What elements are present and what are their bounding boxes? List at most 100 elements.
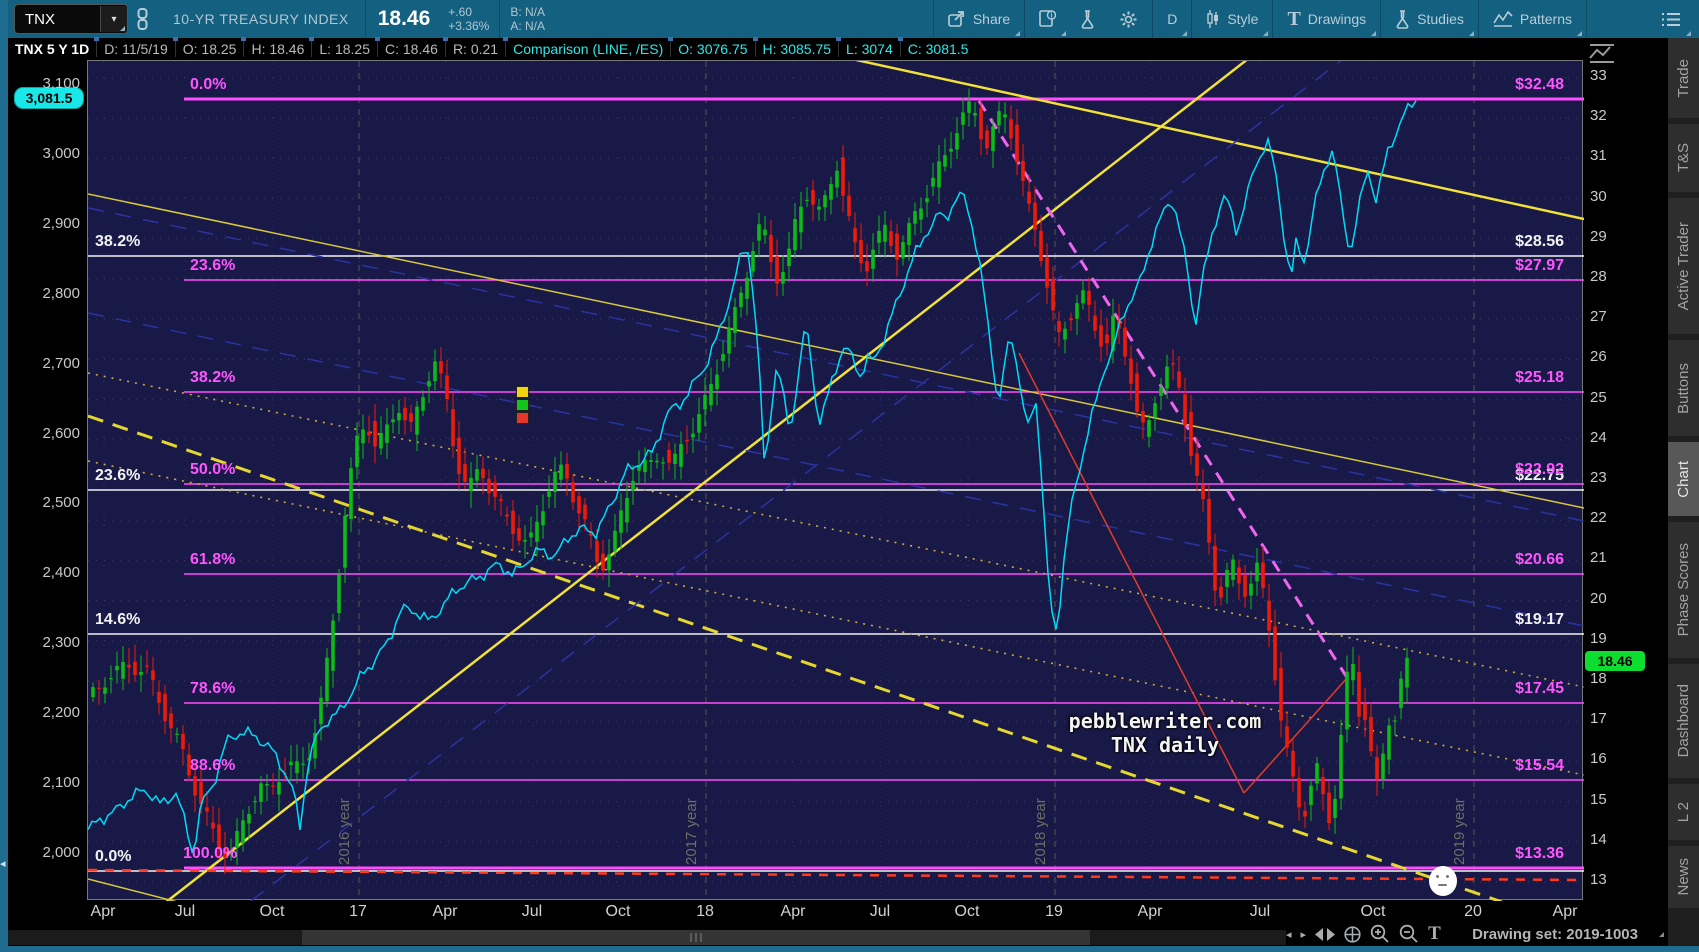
zoom-out-icon[interactable] (1399, 924, 1419, 944)
order-marker[interactable] (516, 386, 529, 398)
candlestick-icon (1207, 10, 1219, 28)
fibonacci-levels[interactable] (88, 97, 1584, 872)
sidebar-tab-phase-scores[interactable]: Phase Scores (1668, 522, 1699, 658)
pan-crosshair-icon[interactable] (1344, 925, 1361, 943)
ohlc-field: H: 18.46 (251, 41, 305, 57)
fib-price-label: $15.54 (1515, 757, 1564, 774)
instrument-description: 10-YR TREASURY INDEX (173, 11, 349, 27)
fib-percent-label: 50.0% (190, 461, 236, 478)
fib-price-label: $25.18 (1515, 369, 1564, 386)
fib-percent-label: 38.2% (190, 369, 236, 386)
comparison-label: Comparison (LINE, /ES) (513, 41, 664, 57)
sidebar-tab-news[interactable]: News (1668, 846, 1699, 908)
left-price-axis[interactable] (8, 60, 87, 926)
time-axis-label: Oct (954, 903, 980, 920)
studies-button[interactable]: Studies (1383, 0, 1476, 38)
sidebar-tab-buttons[interactable]: Buttons (1668, 340, 1699, 436)
symbol-dropdown-arrow-icon[interactable]: ▾ (100, 6, 127, 32)
trendline-drawings[interactable] (88, 61, 1584, 901)
ohlc-field: C: 18.46 (385, 41, 438, 57)
scroll-right-icon[interactable]: ▸ (1300, 928, 1307, 941)
time-axis-label: 18 (696, 903, 714, 920)
scroll-left-icon[interactable]: ◂ (1286, 928, 1292, 941)
panel-collapse-arrow[interactable]: ◂ (0, 858, 6, 870)
left-axis-label: 2,300 (42, 634, 80, 652)
zoom-in-icon[interactable] (1370, 924, 1390, 944)
right-price-axis[interactable] (1583, 38, 1668, 926)
comparison-field: O: 3076.75 (678, 41, 748, 57)
right-axis-label: 22 (1590, 509, 1607, 527)
drawings-button[interactable]: T Drawings (1275, 0, 1378, 38)
left-axis-label: 2,700 (42, 354, 80, 372)
comparison-price-badge: 3,081.5 (14, 87, 84, 109)
fib-price-label: $20.66 (1515, 551, 1564, 568)
price-change: +.60 +3.36% (448, 5, 489, 33)
right-axis-label: 21 (1590, 549, 1607, 567)
left-axis-label: 2,400 (42, 564, 80, 582)
link-channel-button[interactable] (128, 0, 157, 38)
sidebar-tab-chart[interactable]: Chart (1668, 442, 1699, 516)
fib-price-label: $17.45 (1515, 680, 1564, 697)
divider (1024, 0, 1026, 38)
order-marker[interactable] (516, 412, 529, 424)
window-border-bottom (0, 946, 1699, 952)
axis-settings-icon[interactable] (1589, 44, 1615, 64)
sidebar-tab-dashboard[interactable]: Dashboard (1668, 664, 1699, 778)
year-label: 2016 year (336, 798, 353, 865)
candlestick-series[interactable] (91, 88, 1409, 875)
quick-study-button[interactable] (1068, 0, 1107, 38)
right-axis-label: 17 (1590, 710, 1607, 728)
timeframe-button[interactable]: D (1155, 0, 1189, 38)
watermark: pebblewriter.com TNX daily (1068, 709, 1262, 757)
smiley-face-drawing[interactable] (1429, 866, 1457, 896)
comparison-field: C: 3081.5 (907, 41, 969, 57)
share-button[interactable]: Share (936, 0, 1022, 38)
right-axis-label: 33 (1590, 67, 1607, 84)
left-axis-label: 2,000 (42, 843, 80, 861)
fib-percent-label: 38.2% (95, 233, 141, 250)
comparison-line-es[interactable] (88, 100, 1417, 855)
right-axis-label: 31 (1590, 147, 1607, 165)
left-axis-label: 3,100 (42, 75, 80, 92)
text-note-tool-icon[interactable]: T (1428, 923, 1441, 944)
chart-describe-button[interactable]: i (1027, 0, 1068, 38)
time-axis-label: Apr (432, 903, 458, 920)
fib-price-label: $32.48 (1515, 76, 1564, 93)
patterns-button[interactable]: Patterns (1481, 0, 1584, 38)
text-tool-icon: T (1287, 7, 1301, 30)
time-axis-label: Apr (780, 903, 806, 920)
chart-menu-button[interactable] (1649, 0, 1693, 38)
chart-canvas[interactable] (88, 61, 1584, 901)
scrollbar-thumb[interactable] (302, 930, 1090, 945)
sidebar-tab-t-s[interactable]: T&S (1668, 124, 1699, 192)
symbol-input[interactable]: TNX (25, 10, 55, 28)
ohlc-field: D: 11/5/19 (104, 41, 168, 57)
sidebar-tab-active-trader[interactable]: Active Trader (1668, 198, 1699, 334)
chart-settings-button[interactable] (1107, 0, 1150, 38)
ohlc-header: TNX 5 Y 1D D: 11/5/19 O: 18.25 H: 18.46 L: … (8, 37, 1668, 60)
time-axis-label: Jul (521, 903, 543, 920)
time-axis-label: 19 (1045, 903, 1063, 920)
left-axis-label: 2,800 (42, 284, 80, 302)
chart-scrollbar[interactable] (8, 930, 1286, 945)
year-label: 2018 year (1032, 798, 1049, 865)
bid-ask: B: N/A A: N/A (510, 5, 545, 33)
time-axis-label: Jul (869, 903, 891, 920)
drawing-set-selector[interactable]: Drawing set: 2019-1003 (1472, 925, 1638, 943)
fib-percent-label: 14.6% (95, 611, 141, 628)
time-axis-label: 20 (1464, 903, 1482, 920)
time-axis[interactable]: Apr Jul Oct 17 Apr Jul Oct 18 Apr Jul Oct 19 Apr Jul O… (87, 903, 1583, 926)
symbol-combobox[interactable]: TNX ▾ (14, 4, 128, 34)
divider (499, 0, 501, 38)
last-price: 18.46 (377, 7, 431, 30)
order-marker[interactable] (516, 399, 529, 411)
right-axis-label: 23 (1590, 469, 1607, 486)
auto-scale-icon[interactable] (1315, 927, 1336, 941)
left-axis-label: 2,200 (42, 704, 80, 722)
style-button[interactable]: Style (1194, 0, 1270, 38)
chart-plot-area[interactable]: pebblewriter.com TNX daily (87, 60, 1584, 901)
sidebar-tab-trade[interactable]: Trade (1668, 38, 1699, 118)
note-info-icon: i (1039, 10, 1057, 27)
flask-icon (1081, 9, 1094, 29)
sidebar-tab-l-2[interactable]: L 2 (1668, 784, 1699, 840)
